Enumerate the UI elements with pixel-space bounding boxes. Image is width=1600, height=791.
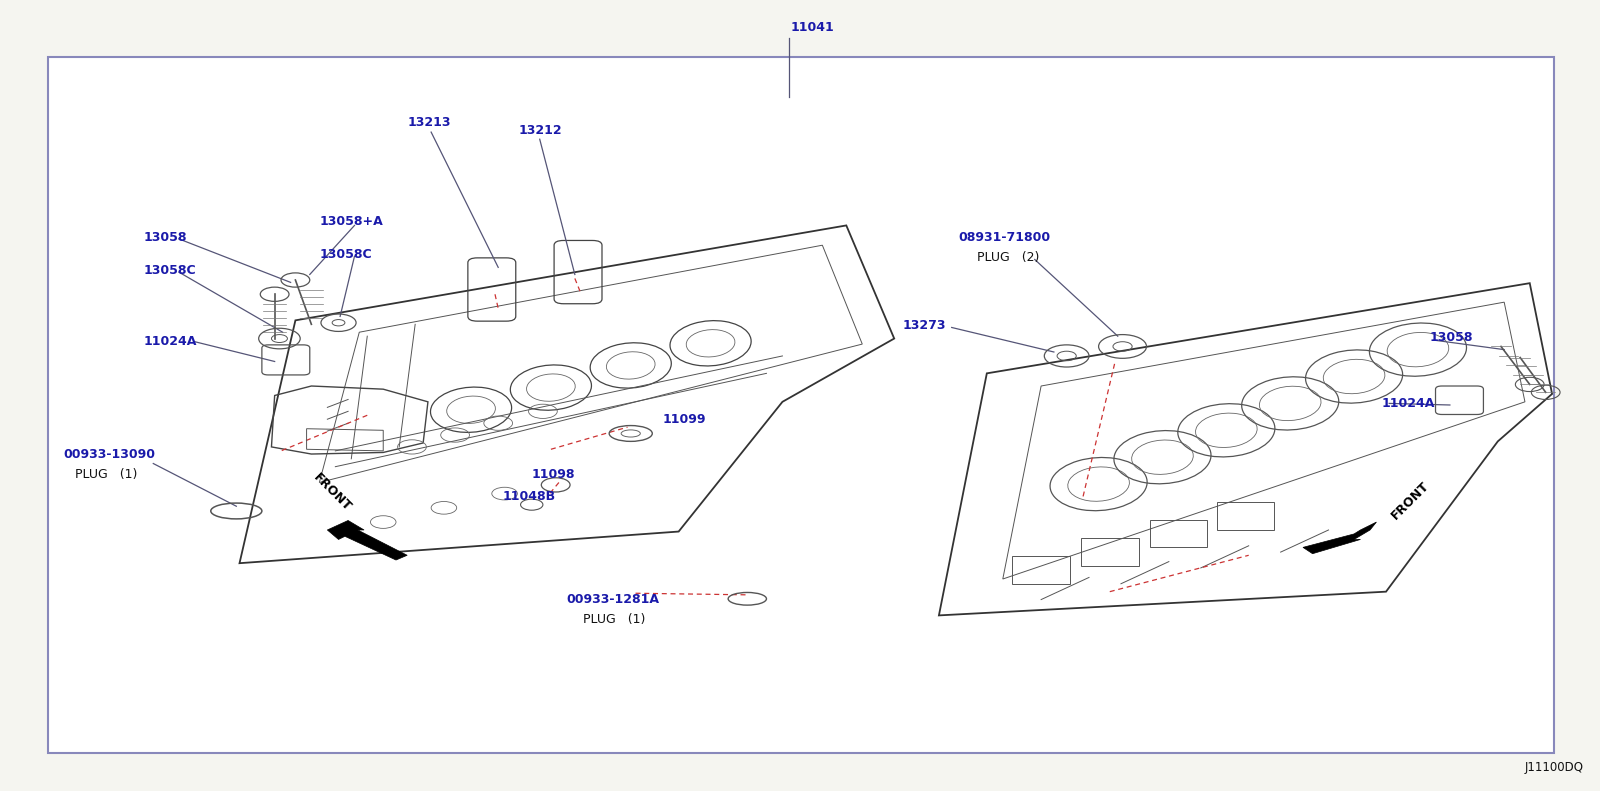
Text: 11098: 11098 [531,468,576,481]
Polygon shape [328,520,406,560]
Text: 00933-13090: 00933-13090 [64,448,155,461]
Polygon shape [1302,522,1376,554]
Text: 00933-1281A: 00933-1281A [566,593,659,606]
Text: 13273: 13273 [902,320,946,332]
Text: 13213: 13213 [406,116,451,129]
Text: 11041: 11041 [790,21,834,34]
Text: PLUG   (1): PLUG (1) [582,613,645,626]
Text: 13058: 13058 [1429,331,1472,344]
Text: 13212: 13212 [518,124,563,137]
FancyBboxPatch shape [48,57,1554,753]
Text: PLUG   (2): PLUG (2) [978,251,1040,263]
Text: 13058+A: 13058+A [320,215,382,228]
Text: FRONT: FRONT [310,471,354,514]
Text: 13058: 13058 [144,231,187,244]
Text: FRONT: FRONT [1389,479,1432,522]
Text: J11100DQ: J11100DQ [1525,761,1584,774]
Text: 11024A: 11024A [1381,397,1435,410]
Text: PLUG   (1): PLUG (1) [75,468,138,481]
Text: 13058C: 13058C [320,248,371,261]
Text: 11048B: 11048B [502,490,557,503]
Text: 11099: 11099 [662,413,706,426]
Text: 13058C: 13058C [144,264,197,277]
Text: 08931-71800: 08931-71800 [958,231,1050,244]
Text: 11024A: 11024A [144,335,197,348]
